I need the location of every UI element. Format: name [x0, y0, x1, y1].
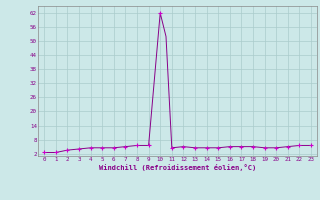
X-axis label: Windchill (Refroidissement éolien,°C): Windchill (Refroidissement éolien,°C)	[99, 164, 256, 171]
